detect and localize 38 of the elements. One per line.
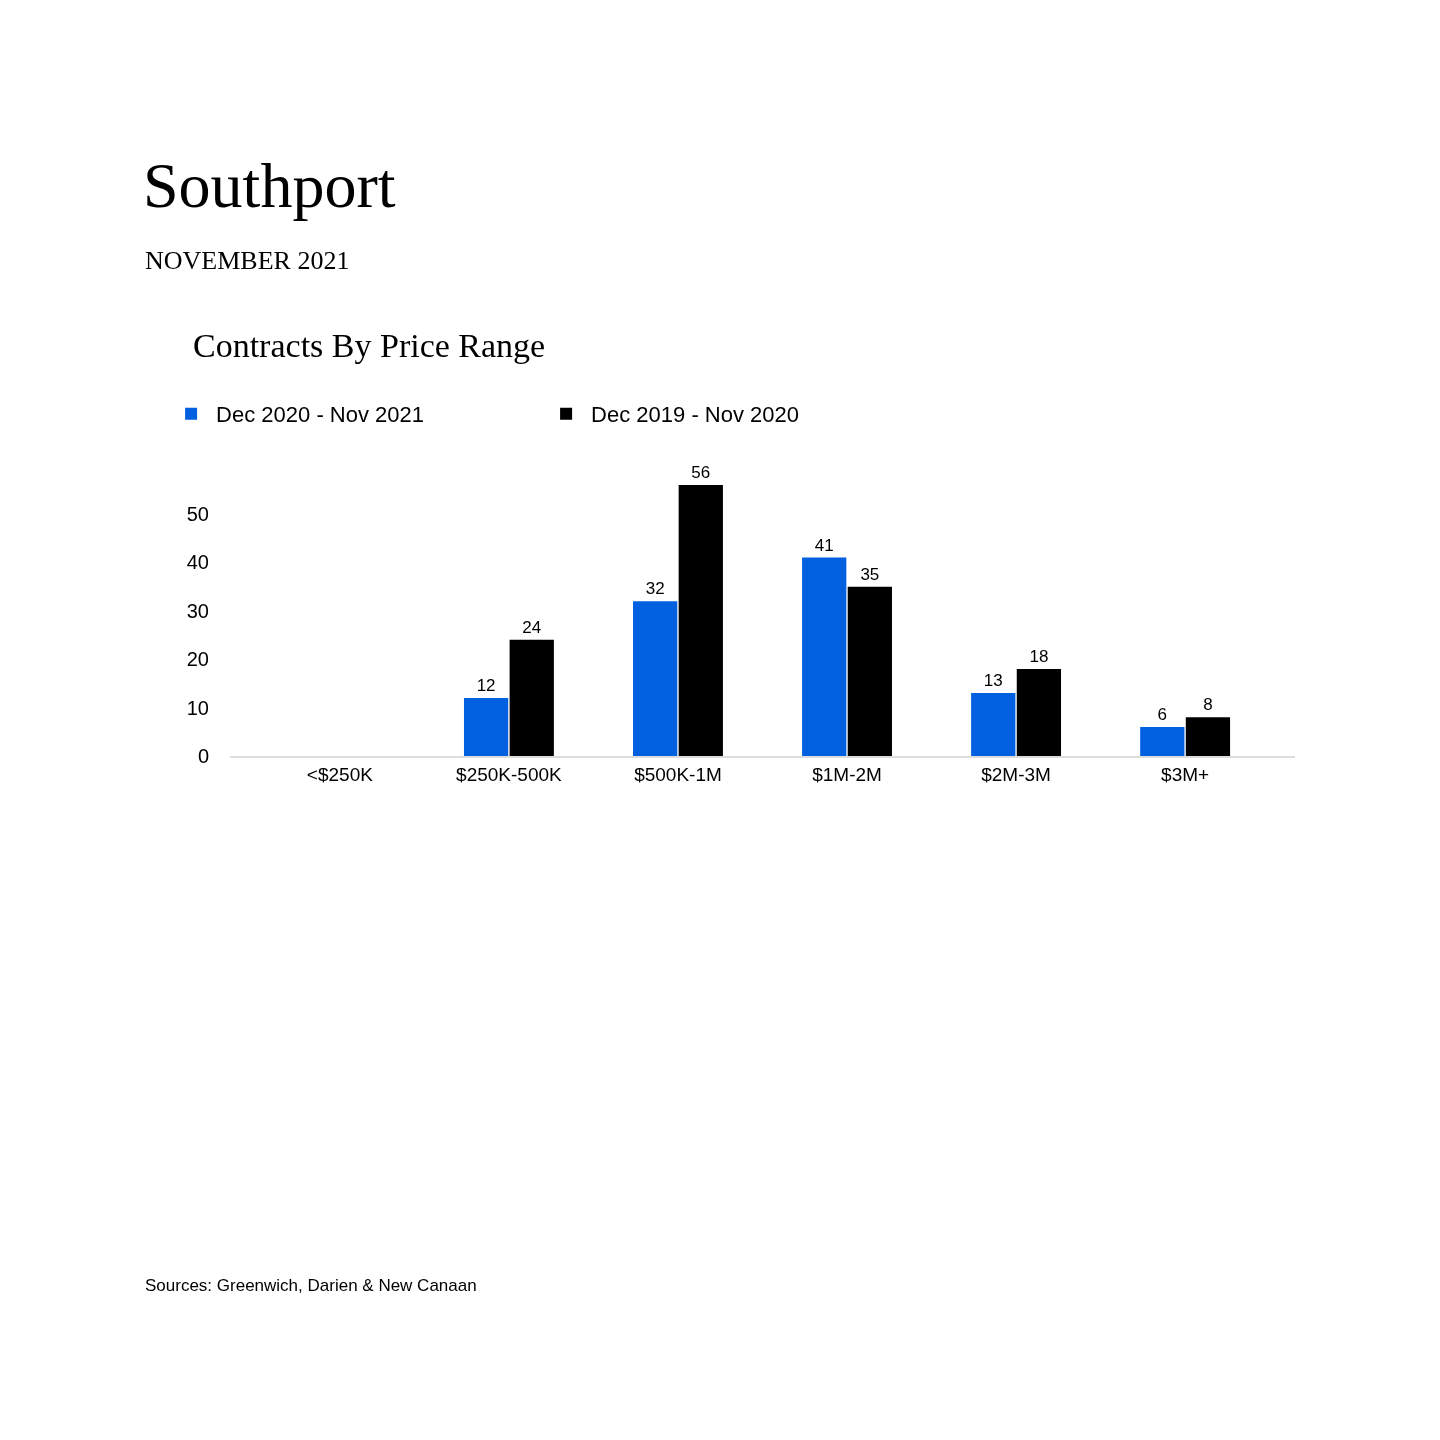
chart-subtitle: NOVEMBER 2021	[145, 246, 350, 275]
y-tick-label: 40	[186, 551, 209, 574]
legend-label: Dec 2019 - Nov 2020	[591, 402, 800, 428]
bar	[971, 693, 1016, 756]
bar	[1016, 668, 1062, 756]
source-note: Sources: Greenwich, Darien & New Canaan	[145, 1276, 477, 1295]
bar	[1140, 726, 1185, 756]
x-tick-label: $2M-3M	[981, 763, 1051, 785]
data-label: 8	[1203, 695, 1213, 715]
chart-title: Southport	[143, 150, 396, 222]
data-label: 56	[691, 463, 711, 482]
data-label: 32	[645, 579, 665, 599]
y-tick-label: 10	[186, 696, 209, 719]
y-tick-label: 30	[186, 599, 209, 622]
data-label: 18	[1029, 646, 1049, 666]
x-tick-label: $1M-2M	[812, 763, 882, 785]
data-label: 24	[522, 617, 542, 637]
bar	[463, 697, 509, 756]
y-tick-label: 50	[186, 503, 209, 526]
x-tick-label: <$250K	[306, 763, 374, 785]
data-label: 6	[1157, 704, 1168, 724]
bar	[802, 557, 847, 756]
data-label: 41	[814, 535, 834, 555]
y-tick-label: 0	[197, 745, 209, 767]
legend-label: Dec 2020 - Nov 2021	[216, 402, 425, 428]
data-label: 13	[983, 671, 1003, 691]
data-label: 12	[476, 675, 496, 695]
x-tick-label: $3M+	[1161, 763, 1210, 785]
bar	[847, 586, 892, 756]
bar	[678, 485, 723, 756]
text: Contracts By Price Range	[193, 327, 546, 364]
bar	[633, 601, 678, 756]
x-tick-label: $500K-1M	[634, 763, 722, 785]
bar	[509, 639, 554, 756]
x-tick-label: $250K-500K	[456, 763, 563, 785]
bar	[1185, 717, 1231, 756]
y-tick-label: 20	[186, 648, 209, 671]
data-label: 35	[860, 564, 880, 584]
